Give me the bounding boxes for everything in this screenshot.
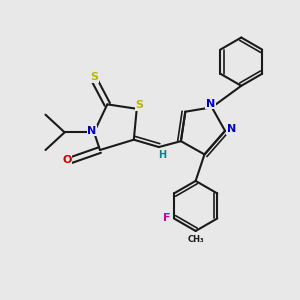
Text: N: N bbox=[87, 126, 96, 136]
Text: CH₃: CH₃ bbox=[187, 235, 204, 244]
Text: N: N bbox=[227, 124, 236, 134]
Text: F: F bbox=[163, 214, 170, 224]
Text: H: H bbox=[158, 150, 166, 160]
Text: O: O bbox=[62, 155, 72, 165]
Text: S: S bbox=[90, 72, 98, 82]
Text: N: N bbox=[206, 99, 215, 109]
Text: S: S bbox=[135, 100, 143, 110]
